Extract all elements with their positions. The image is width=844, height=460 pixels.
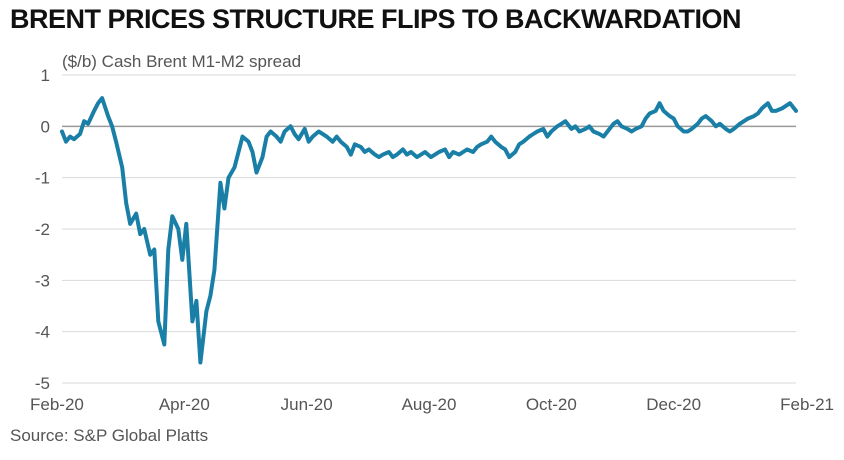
y-tick-label: -2 xyxy=(35,220,50,239)
series-line xyxy=(60,96,798,365)
source-note: Source: S&P Global Platts xyxy=(10,426,209,445)
chart-title: BRENT PRICES STRUCTURE FLIPS TO BACKWARD… xyxy=(10,4,742,34)
x-tick-label: Aug-20 xyxy=(402,395,457,414)
y-tick-label: -4 xyxy=(35,323,50,342)
x-axis-ticks: Feb-20 Apr-20 Jun-20 Aug-20 Oct-20 Dec-20 Feb-… xyxy=(30,395,834,414)
y-tick-label: -5 xyxy=(35,374,50,393)
y-axis-label: ($/b) Cash Brent M1-M2 spread xyxy=(62,52,301,71)
y-axis-ticks: 1 0 -1 -2 -3 -4 -5 xyxy=(35,66,50,393)
x-tick-label: Jun-20 xyxy=(281,395,333,414)
y-tick-label: 1 xyxy=(41,66,50,85)
y-tick-label: -1 xyxy=(35,169,50,188)
x-tick-label: Feb-20 xyxy=(30,395,84,414)
x-tick-label: Feb-21 xyxy=(780,395,834,414)
y-tick-label: 0 xyxy=(41,117,50,136)
x-tick-label: Apr-20 xyxy=(159,395,210,414)
x-tick-label: Dec-20 xyxy=(646,395,701,414)
x-tick-label: Oct-20 xyxy=(526,395,577,414)
y-tick-label: -3 xyxy=(35,271,50,290)
